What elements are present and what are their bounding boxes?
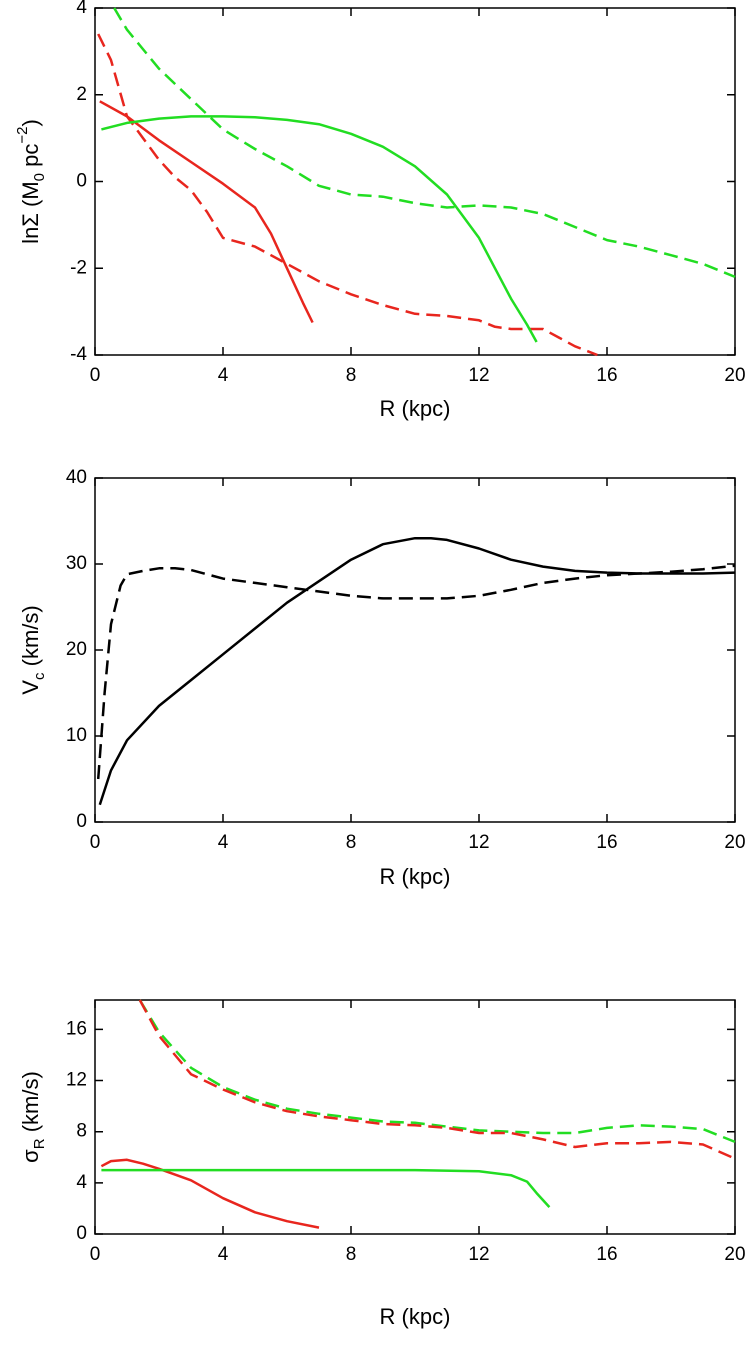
y-tick-label: 2 (76, 84, 87, 105)
panel: 0 4 8 12 16 20 0 10 20 30 40 R (kpc) Vc (km/s) (18, 467, 746, 889)
y-tick-label: 4 (76, 0, 87, 18)
x-tick-label: 16 (596, 832, 617, 853)
y-tick-label: 0 (76, 811, 87, 832)
y-axis-label-part: lnΣ (M (18, 181, 43, 244)
x-tick-label: 0 (90, 832, 101, 853)
plot-frame (94, 477, 736, 823)
series-line (101, 1168, 551, 1208)
series-line (98, 536, 736, 806)
y-tick-label: 12 (66, 1070, 87, 1091)
x-tick-label: 12 (468, 365, 489, 386)
series-line (101, 115, 538, 343)
x-tick-label: 8 (346, 832, 357, 853)
series-line (138, 999, 736, 1144)
y-axis-label-part: σ (18, 1149, 43, 1163)
x-tick-label: 12 (468, 832, 489, 853)
x-tick-label: 4 (218, 832, 229, 853)
x-tick-label: 20 (724, 1244, 745, 1265)
y-axis-label-part: 0 (31, 173, 48, 181)
y-axis-label-part: R (31, 1138, 48, 1149)
y-axis-label-part: −2 (14, 127, 31, 144)
x-tick-label: 12 (468, 1244, 489, 1265)
x-tick-label: 16 (596, 365, 617, 386)
x-tick-label: 0 (90, 1244, 101, 1265)
x-axis-label: R (kpc) (380, 864, 451, 889)
x-axis-label: R (kpc) (380, 396, 451, 421)
x-tick-label: 16 (596, 1244, 617, 1265)
x-tick-label: 8 (346, 365, 357, 386)
series-line (97, 33, 598, 357)
y-tick-label: 30 (66, 553, 87, 574)
y-tick-label: 10 (66, 725, 87, 746)
panel: 0 4 8 12 16 20 0 4 8 12 16 R (kpc) σR (km/s) (18, 999, 746, 1329)
y-axis-label: Vc (km/s) (18, 605, 49, 694)
x-axis-label: R (kpc) (380, 1304, 451, 1329)
plot-frame (94, 7, 736, 356)
y-tick-label: 20 (66, 639, 87, 660)
y-tick-label: 40 (66, 467, 87, 488)
y-axis-label-part: pc (18, 144, 43, 173)
y-tick-label: 4 (76, 1172, 87, 1193)
series-line (100, 1158, 320, 1229)
series-line (138, 999, 736, 1160)
y-tick-label: -2 (70, 257, 87, 278)
x-tick-label: 4 (218, 1244, 229, 1265)
x-tick-label: 0 (90, 365, 101, 386)
y-tick-label: 16 (66, 1018, 87, 1039)
x-tick-label: 4 (218, 365, 229, 386)
y-axis-label: σR (km/s) (18, 1071, 49, 1163)
y-axis-label: lnΣ (M0 pc−2) (14, 119, 48, 244)
x-tick-label: 20 (724, 832, 745, 853)
y-tick-label: 8 (76, 1121, 87, 1142)
plot-frame (94, 999, 736, 1235)
x-tick-label: 20 (724, 365, 745, 386)
series-line (96, 564, 736, 780)
x-tick-label: 8 (346, 1244, 357, 1265)
y-axis-label-part: c (31, 672, 48, 680)
y-axis-label-part: V (18, 680, 43, 695)
y-tick-label: 0 (76, 1223, 87, 1244)
series-line (113, 7, 736, 279)
series-line (99, 100, 314, 324)
y-tick-label: -4 (70, 344, 87, 365)
y-axis-label-part: (km/s) (18, 605, 43, 672)
y-tick-label: 0 (76, 171, 87, 192)
y-axis-label-part: ) (18, 119, 43, 126)
y-axis-label-part: (km/s) (18, 1071, 43, 1138)
